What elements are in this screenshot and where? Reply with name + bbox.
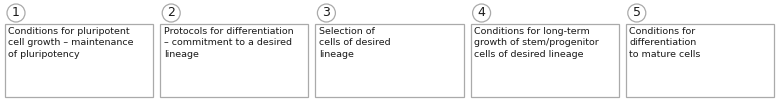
Text: 2: 2 bbox=[167, 6, 175, 20]
FancyBboxPatch shape bbox=[5, 24, 153, 97]
FancyBboxPatch shape bbox=[160, 24, 308, 97]
Text: 5: 5 bbox=[633, 6, 641, 20]
Text: Conditions for long-term
growth of stem/progenitor
cells of desired lineage: Conditions for long-term growth of stem/… bbox=[474, 27, 599, 59]
Text: Selection of
cells of desired
lineage: Selection of cells of desired lineage bbox=[319, 27, 390, 59]
FancyBboxPatch shape bbox=[471, 24, 619, 97]
FancyBboxPatch shape bbox=[315, 24, 464, 97]
Text: 1: 1 bbox=[12, 6, 20, 20]
FancyBboxPatch shape bbox=[626, 24, 774, 97]
Text: 4: 4 bbox=[478, 6, 485, 20]
Text: Conditions for pluripotent
cell growth – maintenance
of pluripotency: Conditions for pluripotent cell growth –… bbox=[9, 27, 134, 59]
Text: 3: 3 bbox=[323, 6, 330, 20]
Text: Conditions for
differentiation
to mature cells: Conditions for differentiation to mature… bbox=[629, 27, 700, 59]
Text: Protocols for differentiation
– commitment to a desired
lineage: Protocols for differentiation – commitme… bbox=[164, 27, 294, 59]
